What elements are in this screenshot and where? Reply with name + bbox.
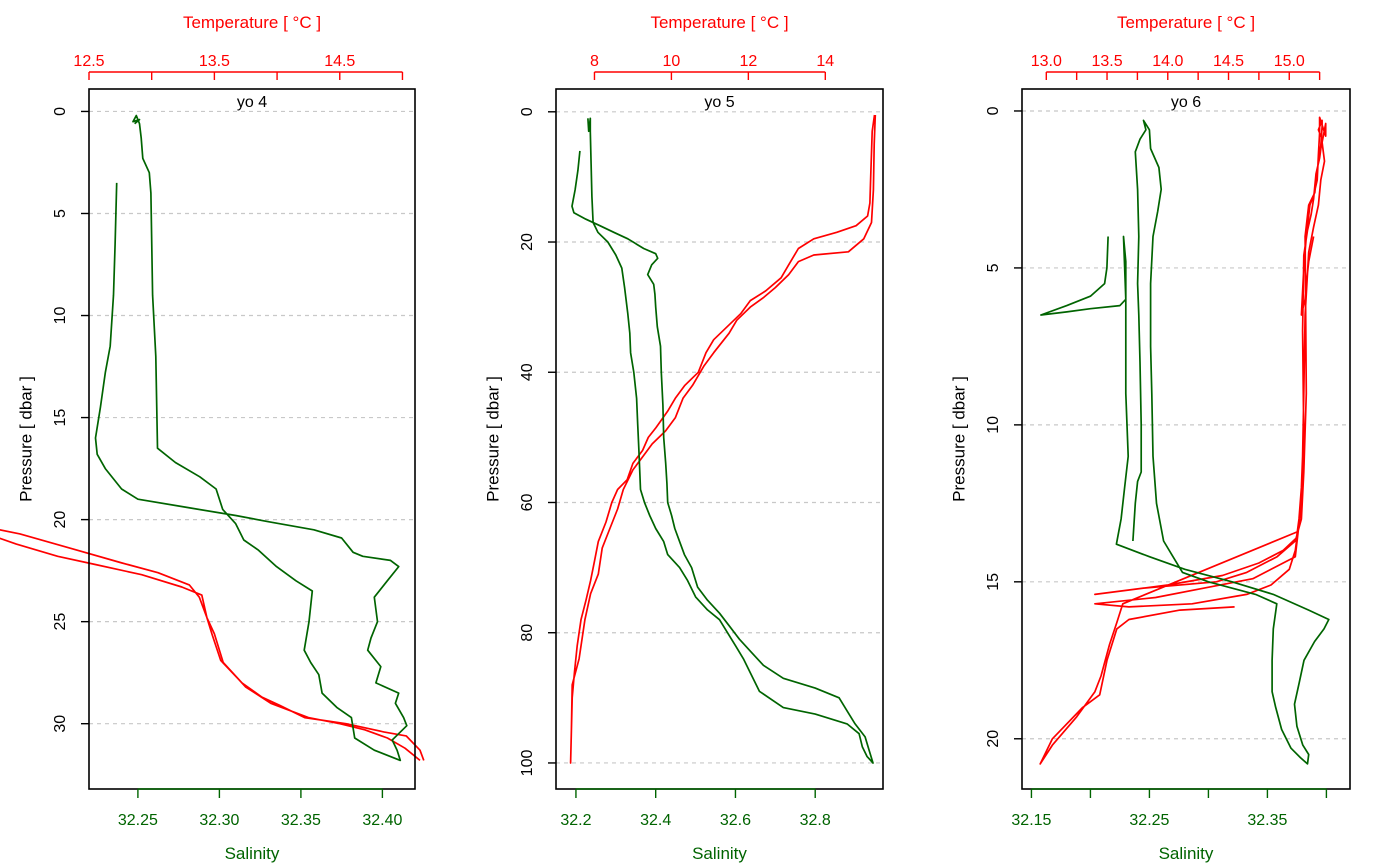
salinity-tick-label: 32.35 xyxy=(281,812,321,829)
y-tick-label: 40 xyxy=(519,363,536,381)
y-tick-label: 0 xyxy=(52,107,69,116)
temperature-tick-label: 13.5 xyxy=(199,53,230,70)
temperature-tick-label: 10 xyxy=(663,53,681,70)
salinity-profile-line xyxy=(571,117,874,764)
y-tick-label: 0 xyxy=(519,107,536,116)
temperature-tick-label: 15.0 xyxy=(1274,53,1305,70)
temperature-axis-title: Temperature [ °C ] xyxy=(183,13,321,32)
temperature-tick-label: 14.5 xyxy=(1213,53,1244,70)
salinity-profile-line xyxy=(1040,119,1330,765)
temperature-tick-label: 14.5 xyxy=(324,53,355,70)
y-tick-label: 30 xyxy=(52,715,69,733)
salinity-axis-title: Salinity xyxy=(225,844,280,863)
plot-frame xyxy=(555,88,884,790)
y-tick-label: 10 xyxy=(52,307,69,325)
salinity-tick-label: 32.25 xyxy=(1129,812,1169,829)
panel-2: yo 5 0 20 40 60 80 100 Pressure [ dbar ] 8 10 12 14… xyxy=(483,13,884,863)
temperature-tick-label: 12 xyxy=(739,53,757,70)
y-axis-title: Pressure [ dbar ] xyxy=(483,376,502,502)
salinity-tick-label: 32.15 xyxy=(1011,812,1051,829)
y-tick-label: 20 xyxy=(52,511,69,529)
salinity-tick-label: 32.25 xyxy=(118,812,158,829)
salinity-tick-label: 32.35 xyxy=(1247,812,1287,829)
y-axis-title: Pressure [ dbar ] xyxy=(949,376,968,502)
salinity-tick-label: 32.4 xyxy=(640,812,671,829)
y-tick-label: 15 xyxy=(985,573,1002,591)
salinity-tick-label: 32.40 xyxy=(362,812,402,829)
panel-title: yo 4 xyxy=(237,94,267,111)
temperature-tick-label: 14 xyxy=(816,53,834,70)
salinity-axis-title: Salinity xyxy=(692,844,747,863)
salinity-tick-label: 32.8 xyxy=(800,812,831,829)
plot-frame xyxy=(1021,88,1351,790)
plot-frame xyxy=(88,88,416,790)
temperature-profile-line xyxy=(0,528,425,762)
y-tick-label: 15 xyxy=(52,409,69,427)
temperature-profile-line xyxy=(569,114,877,764)
panel-1: yo 4 0 5 10 15 20 25 30 Pressure [ dbar ] 12.5 13.… xyxy=(0,13,425,863)
y-tick-label: 80 xyxy=(519,624,536,642)
temperature-tick-label: 13.0 xyxy=(1031,53,1062,70)
salinity-tick-label: 32.2 xyxy=(560,812,591,829)
temperature-tick-label: 14.0 xyxy=(1152,53,1183,70)
panel-3: yo 6 0 5 10 15 20 Pressure [ dbar ] 13.0 13.5 14.… xyxy=(949,13,1351,863)
y-tick-label: 5 xyxy=(985,263,1002,272)
y-tick-label: 20 xyxy=(519,233,536,251)
y-axis-title: Pressure [ dbar ] xyxy=(16,376,35,502)
temperature-tick-label: 12.5 xyxy=(73,53,104,70)
panel-title: yo 6 xyxy=(1171,94,1201,111)
temperature-tick-label: 8 xyxy=(590,53,599,70)
y-tick-label: 10 xyxy=(985,416,1002,434)
salinity-profile-line xyxy=(94,114,408,762)
salinity-axis-title: Salinity xyxy=(1159,844,1214,863)
salinity-tick-label: 32.6 xyxy=(720,812,751,829)
temperature-profile-line xyxy=(1039,116,1327,765)
temperature-axis-title: Temperature [ °C ] xyxy=(1117,13,1255,32)
salinity-tick-label: 32.30 xyxy=(199,812,239,829)
y-tick-label: 20 xyxy=(985,730,1002,748)
y-tick-label: 25 xyxy=(52,613,69,631)
panel-title: yo 5 xyxy=(704,94,734,111)
y-tick-label: 100 xyxy=(519,750,536,777)
temperature-axis-title: Temperature [ °C ] xyxy=(650,13,788,32)
y-tick-label: 60 xyxy=(519,493,536,511)
y-tick-label: 5 xyxy=(52,209,69,218)
temperature-tick-label: 13.5 xyxy=(1091,53,1122,70)
y-tick-label: 0 xyxy=(985,106,1002,115)
